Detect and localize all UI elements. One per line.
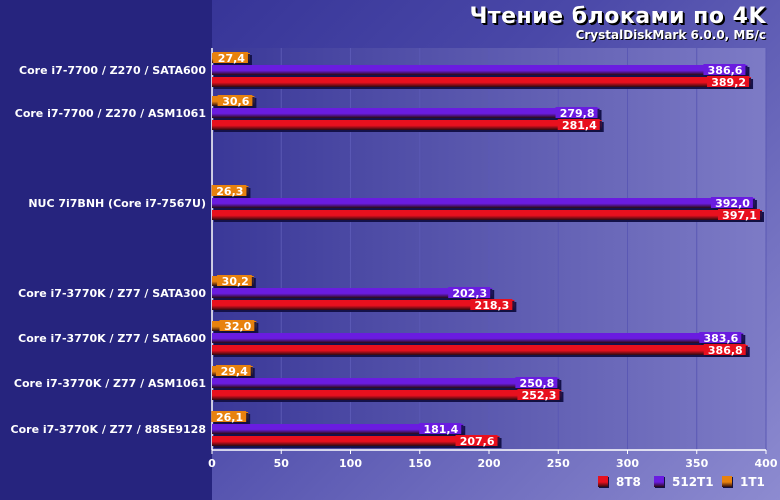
category-label: Core i7-3770K / Z77 / SATA600 — [18, 332, 206, 345]
data-label-8t8: 207,6 — [460, 435, 495, 448]
data-label-bg — [455, 435, 498, 446]
data-label-bg — [557, 119, 600, 130]
data-label-bg — [211, 411, 247, 422]
data-label-bg — [217, 275, 252, 286]
data-label-512t1: 250,8 — [520, 377, 555, 390]
data-label-bg — [219, 320, 255, 331]
data-label-8t8: 218,3 — [475, 299, 510, 312]
data-label-1t1: 26,1 — [216, 411, 243, 424]
data-label-bg — [213, 52, 248, 63]
bar-8t8 — [212, 120, 602, 130]
data-label-bg — [419, 423, 462, 434]
data-label-bg — [211, 185, 247, 196]
category-panel — [0, 0, 212, 500]
x-tick-label: 150 — [408, 457, 431, 470]
legend-swatch-512t1 — [654, 476, 664, 487]
chart-title: Чтение блоками по 4K — [469, 4, 766, 29]
category-label: Core i7-3770K / Z77 / SATA300 — [18, 287, 206, 300]
data-label-512t1: 181,4 — [423, 423, 458, 436]
data-label-bg — [703, 344, 746, 355]
data-label-bg — [707, 76, 750, 87]
data-label-bg — [517, 389, 560, 400]
data-label-1t1: 29,4 — [221, 365, 248, 378]
data-label-8t8: 397,1 — [722, 209, 757, 222]
bar-512t1 — [212, 288, 493, 298]
data-label-1t1: 26,3 — [216, 185, 243, 198]
bar-512t1 — [212, 65, 748, 75]
data-label-1t1: 32,0 — [224, 320, 251, 333]
data-label-8t8: 252,3 — [522, 389, 557, 402]
bar-8t8 — [212, 300, 515, 310]
data-label-1t1: 30,6 — [222, 95, 249, 108]
data-label-512t1: 392,0 — [715, 197, 750, 210]
category-label: NUC 7i7BNH (Core i7-7567U) — [28, 197, 206, 210]
x-tick-label: 400 — [755, 457, 778, 470]
bar-8t8 — [212, 345, 748, 355]
data-label-8t8: 281,4 — [562, 119, 597, 132]
category-label: Core i7-7700 / Z270 / ASM1061 — [15, 107, 206, 120]
bar-512t1 — [212, 108, 600, 118]
data-label-bg — [717, 209, 760, 220]
data-label-512t1: 383,6 — [703, 332, 738, 345]
data-label-512t1: 202,3 — [452, 287, 487, 300]
data-label-bg — [217, 95, 253, 106]
category-label: Core i7-3770K / Z77 / 88SE9128 — [11, 423, 206, 436]
data-label-1t1: 30,2 — [222, 275, 249, 288]
bar-512t1 — [212, 333, 744, 343]
x-tick-label: 0 — [208, 457, 216, 470]
data-label-bg — [703, 64, 746, 75]
data-label-bg — [515, 377, 558, 388]
legend-label-512t1: 512T1 — [672, 475, 714, 489]
data-label-512t1: 279,8 — [560, 107, 595, 120]
data-label-512t1: 386,6 — [708, 64, 743, 77]
data-label-bg — [470, 299, 513, 310]
x-tick-label: 50 — [274, 457, 290, 470]
bar-8t8 — [212, 390, 562, 400]
data-label-8t8: 389,2 — [711, 76, 746, 89]
data-label-1t1: 27,4 — [218, 52, 245, 65]
x-tick-label: 100 — [339, 457, 362, 470]
data-label-bg — [699, 332, 742, 343]
category-label: Core i7-7700 / Z270 / SATA600 — [19, 64, 206, 77]
data-label-bg — [215, 365, 251, 376]
legend-label-8t8: 8T8 — [616, 475, 641, 489]
bar-8t8 — [212, 436, 500, 446]
data-label-bg — [555, 107, 598, 118]
x-tick-label: 250 — [547, 457, 570, 470]
category-label: Core i7-3770K / Z77 / ASM1061 — [14, 377, 206, 390]
x-tick-label: 350 — [685, 457, 708, 470]
legend-swatch-8t8 — [598, 476, 608, 487]
bar-8t8 — [212, 210, 762, 220]
data-label-8t8: 386,8 — [708, 344, 743, 357]
bar-512t1 — [212, 198, 755, 208]
legend-label-1t1: 1T1 — [740, 475, 765, 489]
bar-512t1 — [212, 378, 560, 388]
bar-8t8 — [212, 77, 752, 87]
data-label-bg — [448, 287, 491, 298]
x-tick-label: 300 — [616, 457, 639, 470]
x-tick-label: 200 — [478, 457, 501, 470]
legend-swatch-1t1 — [722, 476, 732, 487]
data-label-bg — [710, 197, 753, 208]
bar-512t1 — [212, 424, 464, 434]
chart-subtitle: CrystalDiskMark 6.0.0, МБ/с — [575, 28, 766, 42]
